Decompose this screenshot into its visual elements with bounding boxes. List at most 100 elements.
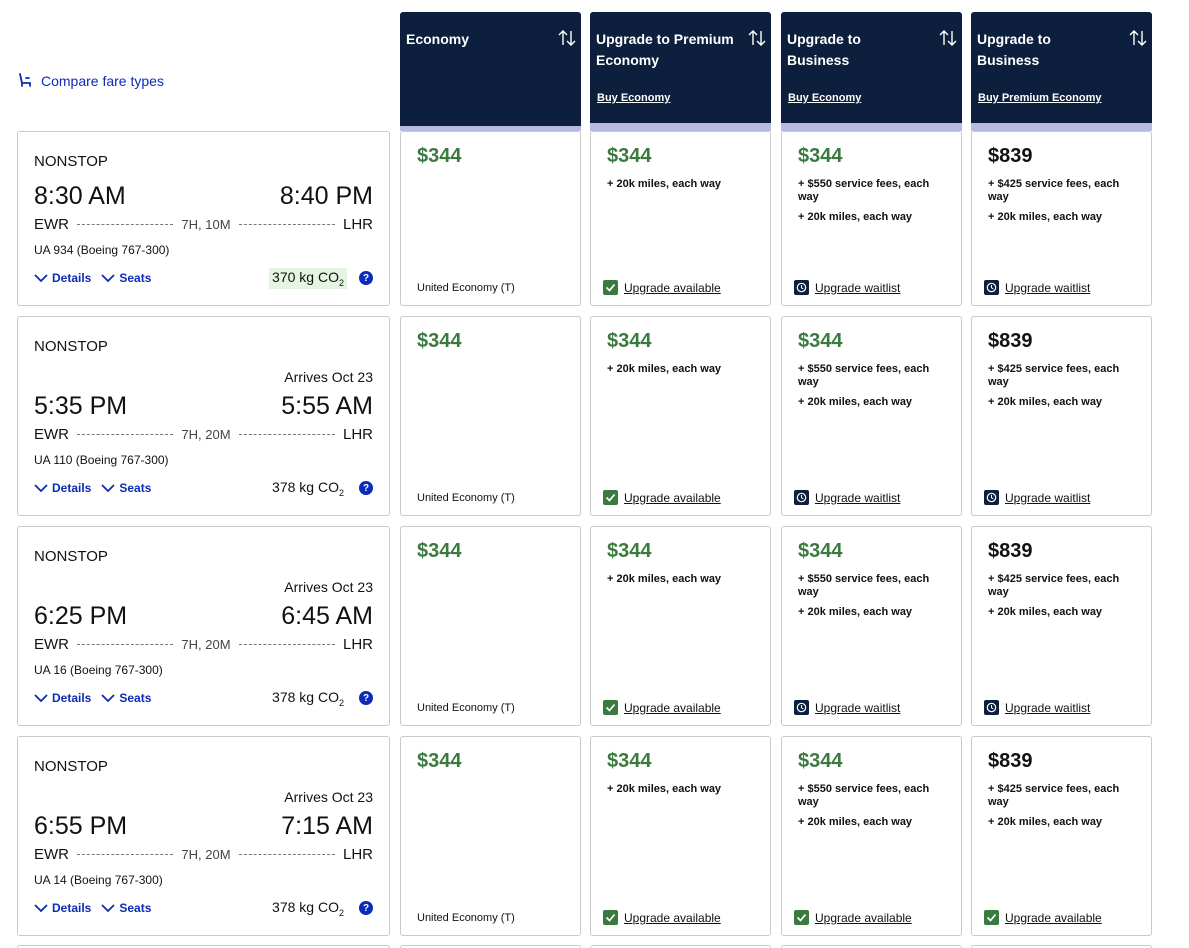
fare-cell[interactable]: $839 + $425 service fees, each way + 20k…	[971, 736, 1152, 936]
column-header-premium-economy: Upgrade to Premium Economy Buy Economy	[590, 12, 771, 131]
upgrade-status-link[interactable]: Upgrade waitlist	[984, 490, 1090, 505]
flight-duration: 7H, 20M	[181, 637, 231, 652]
column-header-bar	[400, 126, 581, 131]
sort-icon[interactable]	[1129, 28, 1147, 48]
help-icon[interactable]: ?	[359, 901, 373, 916]
cabin-class: United Economy (T)	[417, 282, 515, 294]
upgrade-status-link[interactable]: Upgrade available	[603, 490, 721, 505]
fare-cell[interactable]: $344 + 20k miles, each way Upgrade avail…	[590, 131, 771, 306]
chevron-down-icon	[34, 274, 48, 283]
upgrade-status-label: Upgrade available	[624, 700, 721, 715]
help-icon[interactable]: ?	[359, 271, 373, 286]
co2-value: 370 kg CO2	[269, 268, 347, 289]
help-icon[interactable]: ?	[359, 691, 373, 706]
route-divider	[238, 434, 335, 435]
clock-icon	[794, 490, 809, 505]
nonstop-label: NONSTOP	[34, 153, 108, 170]
chevron-down-icon	[101, 904, 115, 913]
upgrade-status-label: Upgrade available	[624, 910, 721, 925]
flight-number: UA 110 (Boeing 767-300)	[34, 453, 169, 467]
clock-icon	[794, 700, 809, 715]
fare-price: $344	[798, 750, 843, 772]
destination-airport: LHR	[342, 846, 373, 863]
arrival-date: Arrives Oct 23	[284, 789, 373, 805]
fare-note: + 20k miles, each way	[798, 816, 913, 828]
co2-value: 378 kg CO2	[272, 689, 344, 708]
fare-cell-partial	[590, 945, 771, 948]
seats-label: Seats	[119, 481, 152, 495]
checkmark-icon	[603, 280, 618, 295]
origin-airport: EWR	[34, 426, 69, 443]
upgrade-status-link[interactable]: Upgrade available	[603, 700, 721, 715]
details-label: Details	[52, 481, 92, 495]
cabin-class: United Economy (T)	[417, 492, 515, 504]
fare-cell[interactable]: $839 + $425 service fees, each way + 20k…	[971, 131, 1152, 306]
route-divider	[77, 644, 174, 645]
buy-economy-link[interactable]: Buy Economy	[597, 92, 671, 104]
fare-price: $344	[798, 540, 843, 562]
upgrade-status-link[interactable]: Upgrade waitlist	[984, 280, 1090, 295]
fare-cell[interactable]: $344 United Economy (T)	[400, 131, 581, 306]
sort-icon[interactable]	[748, 28, 766, 48]
upgrade-status-link[interactable]: Upgrade available	[794, 910, 912, 925]
upgrade-status-link[interactable]: Upgrade waitlist	[794, 280, 900, 295]
departure-time: 8:30 AM	[34, 182, 126, 210]
upgrade-status-label: Upgrade waitlist	[815, 700, 901, 715]
fare-price: $344	[607, 330, 652, 352]
fare-price: $344	[417, 330, 462, 352]
fare-cell[interactable]: $344 United Economy (T)	[400, 526, 581, 726]
details-toggle[interactable]: Details	[34, 271, 91, 285]
seats-toggle[interactable]: Seats	[101, 271, 151, 285]
fare-cell[interactable]: $344 + $550 service fees, each way + 20k…	[781, 316, 962, 516]
seats-toggle[interactable]: Seats	[101, 691, 151, 705]
buy-premium-economy-link[interactable]: Buy Premium Economy	[978, 92, 1102, 104]
fare-cell[interactable]: $344 + 20k miles, each way Upgrade avail…	[590, 316, 771, 516]
upgrade-status-link[interactable]: Upgrade waitlist	[984, 700, 1090, 715]
column-header-bar	[781, 123, 962, 131]
fare-cell[interactable]: $344 United Economy (T)	[400, 736, 581, 936]
fare-cell[interactable]: $344 + 20k miles, each way Upgrade avail…	[590, 526, 771, 726]
upgrade-status-link[interactable]: Upgrade waitlist	[794, 490, 900, 505]
flight-number: UA 934 (Boeing 767-300)	[34, 243, 170, 257]
fare-cell[interactable]: $839 + $425 service fees, each way + 20k…	[971, 316, 1152, 516]
details-label: Details	[52, 271, 92, 285]
seats-label: Seats	[119, 691, 152, 705]
fare-cell[interactable]: $344 + $550 service fees, each way + 20k…	[781, 131, 962, 306]
compare-fare-types-link[interactable]: Compare fare types	[17, 72, 164, 89]
upgrade-status-label: Upgrade waitlist	[1005, 490, 1091, 505]
fare-note: + $550 service fees, each way	[798, 178, 930, 203]
fare-cell[interactable]: $344 United Economy (T)	[400, 316, 581, 516]
upgrade-status-link[interactable]: Upgrade waitlist	[794, 700, 900, 715]
details-toggle[interactable]: Details	[34, 481, 91, 495]
fare-note: + 20k miles, each way	[798, 211, 913, 223]
upgrade-status-link[interactable]: Upgrade available	[603, 910, 721, 925]
details-toggle[interactable]: Details	[34, 901, 91, 915]
fare-cell[interactable]: $839 + $425 service fees, each way + 20k…	[971, 526, 1152, 726]
cabin-class: United Economy (T)	[417, 912, 515, 924]
seats-toggle[interactable]: Seats	[101, 481, 151, 495]
route-divider	[77, 224, 174, 225]
seats-label: Seats	[119, 271, 152, 285]
upgrade-status-link[interactable]: Upgrade available	[603, 280, 721, 295]
help-icon[interactable]: ?	[359, 481, 373, 496]
buy-economy-link[interactable]: Buy Economy	[788, 92, 862, 104]
sort-icon[interactable]	[558, 28, 576, 48]
fare-cell[interactable]: $344 + 20k miles, each way Upgrade avail…	[590, 736, 771, 936]
chevron-down-icon	[34, 484, 48, 493]
chevron-down-icon	[34, 694, 48, 703]
flight-duration: 7H, 10M	[181, 217, 231, 232]
details-toggle[interactable]: Details	[34, 691, 91, 705]
upgrade-status-link[interactable]: Upgrade available	[984, 910, 1102, 925]
origin-airport: EWR	[34, 216, 69, 233]
fare-price: $839	[988, 540, 1033, 562]
fare-note: + 20k miles, each way	[607, 783, 722, 795]
fare-cell[interactable]: $344 + $550 service fees, each way + 20k…	[781, 526, 962, 726]
fare-cell[interactable]: $344 + $550 service fees, each way + 20k…	[781, 736, 962, 936]
arrival-time: 7:15 AM	[281, 812, 373, 840]
column-header-title: Economy	[406, 31, 470, 47]
sort-icon[interactable]	[939, 28, 957, 48]
fare-note: + $425 service fees, each way	[988, 573, 1120, 598]
checkmark-icon	[984, 910, 999, 925]
seats-toggle[interactable]: Seats	[101, 901, 151, 915]
fare-note: + 20k miles, each way	[607, 573, 722, 585]
